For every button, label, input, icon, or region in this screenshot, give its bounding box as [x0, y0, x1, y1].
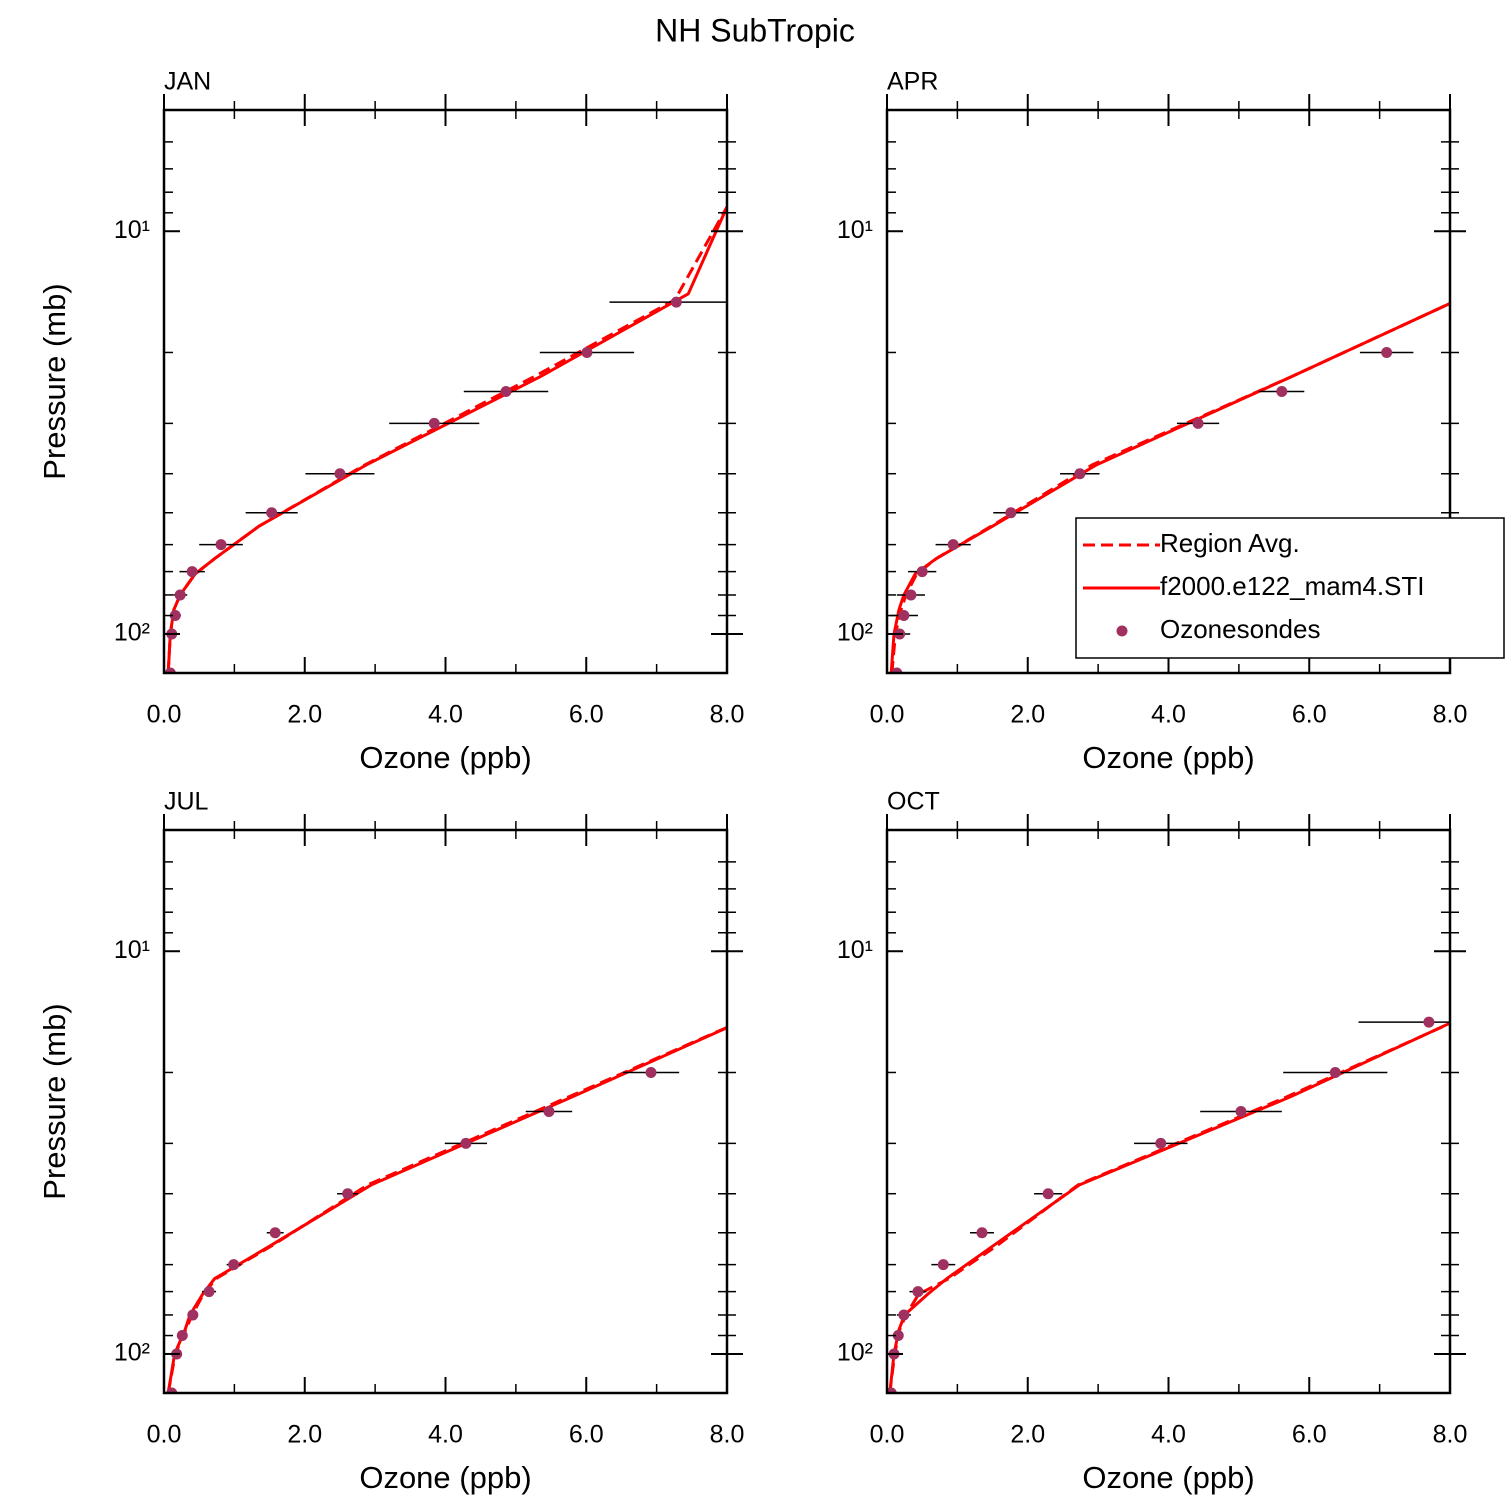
plot-frame [162, 108, 729, 675]
x-tick-label: 4.0 [1151, 701, 1186, 729]
sonde-point [887, 1387, 897, 1393]
x-tick-label: 6.0 [1292, 1421, 1327, 1449]
subplot-title: APR [887, 68, 938, 96]
sonde-point [916, 566, 928, 578]
sonde-point [228, 1259, 240, 1271]
sonde-point [342, 1188, 354, 1200]
sonde-point [976, 1227, 988, 1239]
sonde-point [166, 1387, 178, 1393]
y-axis-label: Pressure (mb) [37, 283, 72, 479]
sonde-point [645, 1066, 657, 1078]
legend-marker [1116, 625, 1128, 637]
sonde-point [1042, 1188, 1054, 1200]
sonde-point [269, 1227, 281, 1239]
plot-frame [885, 108, 1452, 675]
y-tick-label: 10¹ [114, 936, 150, 964]
y-tick-label: 10² [114, 619, 150, 647]
legend-label: Region Avg. [1160, 528, 1300, 558]
sonde-point [892, 1330, 904, 1342]
sonde-point [543, 1106, 555, 1117]
x-tick-label: 0.0 [147, 1421, 182, 1449]
y-axis-label: Pressure (mb) [37, 1003, 72, 1199]
sonde-point [460, 1137, 472, 1149]
x-tick-label: 6.0 [569, 701, 604, 729]
sonde-point [1192, 417, 1204, 429]
x-tick-label: 0.0 [870, 1421, 905, 1449]
subplot-title: JUL [164, 788, 209, 816]
x-tick-label: 8.0 [1433, 701, 1468, 729]
sonde-point [905, 589, 917, 601]
sonde-point [1381, 346, 1393, 358]
x-tick-label: 4.0 [428, 701, 463, 729]
x-axis-label: Ozone (ppb) [1082, 1460, 1254, 1495]
x-tick-label: 2.0 [287, 701, 322, 729]
sonde-point [912, 1286, 924, 1298]
x-tick-label: 2.0 [287, 1421, 322, 1449]
sonde-point [1276, 386, 1288, 397]
plot-frame [162, 828, 729, 1395]
sonde-point [581, 346, 593, 358]
plot-frame [885, 828, 1452, 1395]
model-line [889, 301, 1450, 673]
plot-data [166, 1025, 727, 1393]
sonde-point [898, 1309, 910, 1321]
sonde-point [1005, 507, 1017, 519]
sonde-point [891, 667, 903, 673]
sonde-point [1235, 1106, 1247, 1117]
x-tick-label: 6.0 [1292, 701, 1327, 729]
x-tick-label: 6.0 [569, 1421, 604, 1449]
sonde-point [176, 1330, 188, 1342]
x-tick-label: 8.0 [710, 701, 745, 729]
figure-title: NH SubTropic [655, 12, 855, 48]
sonde-point [334, 468, 346, 480]
sonde-point [215, 539, 227, 551]
sonde-point [428, 417, 440, 429]
sonde-point [186, 566, 198, 578]
legend-label: f2000.e122_mam4.STI [1160, 571, 1425, 601]
x-tick-label: 4.0 [428, 1421, 463, 1449]
sonde-point [670, 296, 682, 308]
x-axis-label: Ozone (ppb) [359, 740, 531, 775]
y-tick-label: 10² [837, 619, 873, 647]
sonde-point [1155, 1137, 1167, 1149]
x-tick-label: 8.0 [710, 1421, 745, 1449]
x-axis-label: Ozone (ppb) [1082, 740, 1254, 775]
y-tick-label: 10² [837, 1339, 873, 1367]
sonde-point [203, 1286, 215, 1298]
plot-data [164, 206, 727, 673]
plot-data [889, 301, 1450, 673]
y-tick-label: 10¹ [114, 216, 150, 244]
sonde-point [1423, 1016, 1435, 1028]
x-tick-label: 2.0 [1010, 1421, 1045, 1449]
sonde-point [937, 1259, 949, 1271]
y-tick-label: 10¹ [837, 936, 873, 964]
x-tick-label: 0.0 [147, 701, 182, 729]
sonde-point [500, 386, 512, 397]
sonde-point [169, 610, 181, 622]
sonde-point [164, 667, 176, 673]
subplot-title: JAN [164, 68, 211, 96]
sonde-point [947, 539, 959, 551]
sonde-point [1074, 468, 1086, 480]
legend: Region Avg. f2000.e122_mam4.STI Ozonesonde… [1075, 517, 1505, 659]
sonde-point [187, 1309, 199, 1321]
sonde-point [1329, 1066, 1341, 1078]
x-tick-label: 0.0 [870, 701, 905, 729]
x-tick-label: 8.0 [1433, 1421, 1468, 1449]
sonde-point [174, 589, 186, 601]
y-tick-label: 10² [114, 1339, 150, 1367]
x-tick-label: 2.0 [1010, 701, 1045, 729]
sonde-point [266, 507, 278, 519]
x-tick-label: 4.0 [1151, 1421, 1186, 1449]
x-axis-label: Ozone (ppb) [359, 1460, 531, 1495]
subplot-title: OCT [887, 788, 940, 816]
legend-label: Ozonesondes [1160, 614, 1320, 644]
sonde-point [898, 610, 910, 622]
y-tick-label: 10¹ [837, 216, 873, 244]
